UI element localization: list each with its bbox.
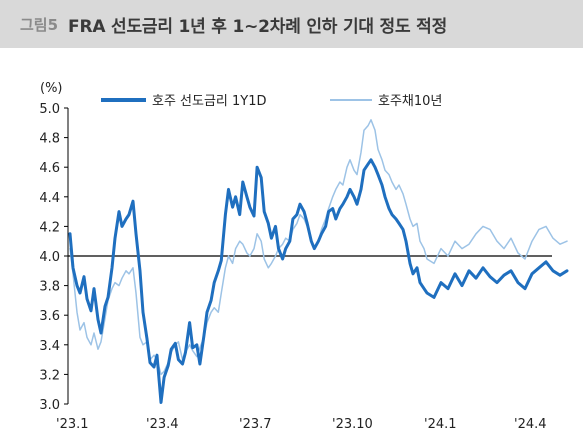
y-tick-label: 4.6 (39, 161, 60, 176)
series-line-10y-bond (69, 119, 568, 376)
figure-header: 그림5 FRA 선도금리 1년 후 1~2차례 인하 기대 정도 적정 (0, 0, 583, 48)
y-tick-label: 3.0 (39, 398, 60, 413)
y-tick-label: 3.4 (39, 339, 60, 354)
y-tick-label: 5.0 (39, 102, 60, 117)
x-tick-label: '24.4 (514, 417, 547, 432)
legend-label-10y-bond: 호주채10년 (378, 94, 442, 109)
y-axis: 5.0 4.8 4.6 4.4 4.2 4.0 3.8 3.6 3.4 3.2 3.0 (39, 102, 68, 413)
series-line-forward-rate (68, 158, 569, 404)
y-axis-unit: (%) (40, 81, 63, 96)
y-tick-label: 3.2 (39, 368, 60, 383)
y-tick-label: 4.0 (39, 250, 60, 265)
series-layer (68, 119, 569, 404)
legend: 호주 선도금리 1Y1D 호주채10년 (101, 94, 442, 109)
figure-label: 그림5 (20, 15, 59, 34)
x-tick-label: '23.7 (239, 417, 272, 432)
legend-label-forward-rate: 호주 선도금리 1Y1D (152, 94, 267, 109)
x-axis: '23.1 '23.4 '23.7 '23.10 '24.1 '24.4 (56, 417, 547, 432)
x-tick-label: '24.1 (424, 417, 457, 432)
y-tick-label: 4.4 (39, 191, 60, 206)
x-tick-label: '23.10 (332, 417, 373, 432)
y-tick-label: 4.2 (39, 220, 60, 235)
x-tick-label: '23.4 (146, 417, 179, 432)
y-tick-label: 4.8 (39, 132, 60, 147)
y-tick-label: 3.6 (39, 309, 60, 324)
x-tick-label: '23.1 (56, 417, 89, 432)
figure-title: FRA 선도금리 1년 후 1~2차례 인하 기대 정도 적정 (68, 16, 448, 37)
y-tick-label: 3.8 (39, 280, 60, 295)
